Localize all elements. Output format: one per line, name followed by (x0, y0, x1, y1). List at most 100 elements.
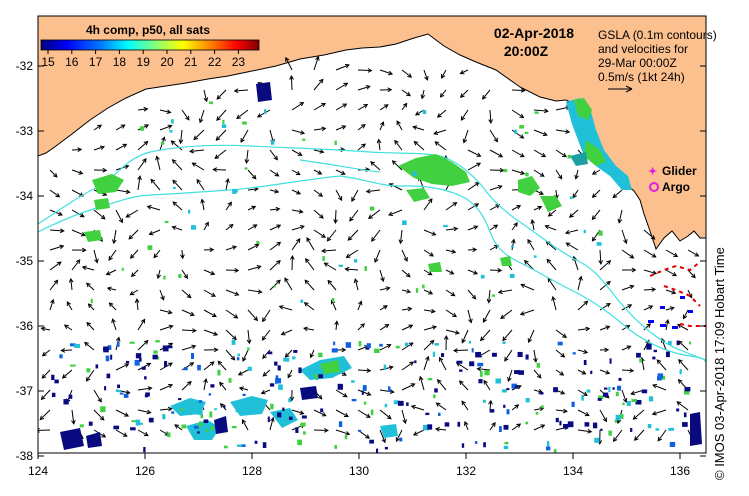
colorbar-tick-label: 21 (184, 55, 198, 69)
colorbar-title: 4h comp, p50, all sats (86, 23, 210, 37)
sst-speckle (236, 357, 240, 361)
sst-speckle (145, 392, 150, 397)
velocity-arrow (479, 329, 491, 342)
latitude-axis: -32 -33 -34 -35 -36 -37 -38 (16, 59, 706, 463)
velocity-arrow (49, 189, 61, 198)
velocity-arrow (84, 341, 95, 351)
velocity-arrow (564, 229, 579, 235)
velocity-arrow (93, 124, 103, 131)
sst-speckle (197, 364, 201, 371)
sst-speckle (224, 445, 228, 449)
velocity-arrow (349, 209, 359, 222)
velocity-arrow (335, 63, 350, 71)
velocity-arrow (632, 409, 645, 420)
velocity-arrow (633, 429, 645, 441)
velocity-arrow (483, 379, 491, 391)
sst-speckle (104, 386, 107, 391)
velocity-arrow (278, 305, 293, 311)
velocity-arrow (137, 386, 153, 391)
sst-speckle (514, 129, 517, 134)
velocity-arrow (203, 329, 219, 336)
velocity-arrow (379, 269, 385, 283)
velocity-arrow (555, 369, 565, 376)
sst-speckle (636, 352, 641, 358)
sst-speckle (277, 412, 282, 418)
sst-speckle (511, 245, 514, 248)
velocity-arrow (115, 143, 128, 151)
velocity-arrow (665, 269, 678, 277)
sst-speckle (125, 360, 130, 364)
velocity-arrow (129, 289, 139, 296)
velocity-arrow (574, 169, 579, 180)
sst-speckle (288, 416, 293, 420)
velocity-arrow (643, 323, 651, 331)
velocity-arrow (129, 249, 139, 259)
sst-speckle (270, 140, 275, 145)
velocity-arrow (401, 342, 414, 351)
velocity-arrow (291, 189, 302, 195)
velocity-arrow (247, 265, 262, 271)
velocity-arrow (599, 409, 607, 423)
sst-speckle (63, 399, 69, 405)
velocity-arrow (171, 225, 183, 231)
velocity-arrow (678, 359, 689, 371)
velocity-arrow (93, 209, 106, 220)
velocity-arrow (599, 325, 611, 331)
velocity-arrow (203, 289, 216, 297)
velocity-arrow (81, 265, 95, 271)
velocity-arrow (489, 267, 503, 273)
velocity-arrow (269, 188, 280, 194)
velocity-arrow (93, 409, 105, 421)
velocity-arrow (374, 249, 381, 264)
velocity-arrow (577, 349, 589, 354)
velocity-arrow (379, 324, 390, 331)
sst-speckle (298, 367, 302, 374)
velocity-arrow (437, 379, 447, 391)
velocity-arrow (137, 429, 149, 437)
velocity-arrow (533, 369, 542, 379)
velocity-arrow (598, 249, 604, 265)
velocity-arrow (511, 109, 525, 119)
velocity-arrow (233, 88, 249, 94)
sst-speckle (669, 441, 676, 447)
velocity-arrow (401, 269, 411, 278)
velocity-arrow (313, 55, 320, 71)
sst-speckle (135, 353, 142, 359)
velocity-arrow (171, 159, 183, 171)
velocity-arrow (159, 309, 173, 315)
velocity-arrow (434, 141, 447, 151)
argo-marker-icon (649, 182, 659, 192)
sst-speckle (432, 351, 436, 357)
velocity-arrow (137, 157, 147, 171)
sst-speckle (684, 386, 691, 392)
sst-speckle (502, 341, 506, 344)
velocity-arrow (335, 189, 343, 202)
sst-speckle (444, 176, 450, 180)
velocity-arrow (577, 389, 588, 396)
sst-speckle (376, 448, 379, 453)
sst-speckle (275, 378, 282, 384)
velocity-arrow (379, 104, 389, 111)
velocity-arrow (303, 326, 315, 332)
velocity-arrow (137, 409, 152, 415)
velocity-arrow (216, 109, 227, 121)
lon-tick-label: 124 (28, 464, 48, 478)
sst-speckle (256, 241, 260, 244)
velocity-arrow (443, 335, 449, 351)
sst-speckle (103, 346, 109, 353)
velocity-arrow (291, 169, 301, 176)
velocity-arrow (203, 378, 208, 391)
velocity-arrow (313, 209, 324, 219)
velocity-arrow (418, 375, 425, 391)
velocity-arrow (150, 178, 161, 191)
velocity-arrow (49, 169, 58, 178)
sst-speckle (536, 362, 541, 368)
velocity-arrow (401, 249, 408, 262)
sst-speckle (199, 421, 203, 428)
sst-speckle (475, 351, 482, 358)
sst-speckle (278, 384, 283, 390)
sst-speckle (334, 140, 337, 146)
velocity-arrow (433, 129, 447, 136)
velocity-arrow (527, 329, 535, 344)
sst-speckle (331, 297, 335, 303)
